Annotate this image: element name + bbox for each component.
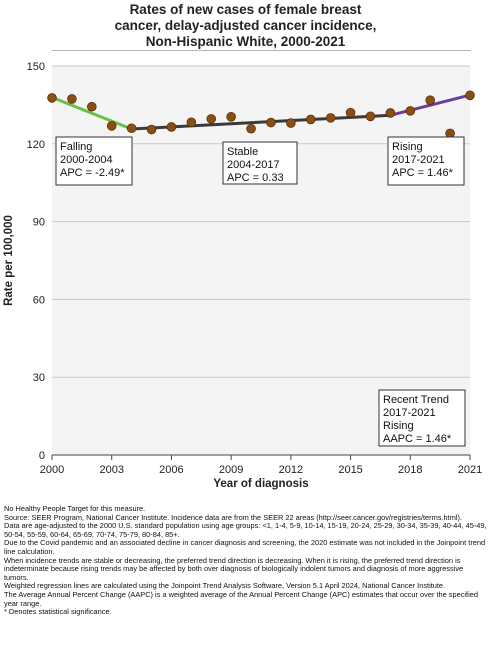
- data-point: [405, 106, 416, 116]
- annotation-box: [55, 136, 133, 186]
- footnote-line: No Healthy People Target for this measur…: [4, 504, 146, 513]
- x-tick-label: 2015: [338, 464, 362, 476]
- x-tick-label: 2000: [40, 464, 64, 476]
- data-point: [345, 107, 356, 118]
- annotation-text: Falling: [60, 141, 92, 153]
- y-tick-label: 90: [33, 217, 45, 229]
- x-axis-title: Year of diagnosis: [213, 478, 308, 490]
- annotation-text: 2000-2004: [60, 154, 113, 166]
- data-point: [67, 94, 77, 104]
- data-point: [106, 121, 117, 131]
- y-tick-label: 150: [27, 61, 45, 73]
- chart-title-line: Rates of new cases of female breast: [129, 2, 362, 17]
- data-point: [365, 111, 376, 122]
- footnote-line: Data are age-adjusted to the 2000 U.S. s…: [4, 521, 487, 539]
- x-tick-label: 2003: [99, 464, 123, 476]
- data-point: [126, 123, 137, 134]
- footnote-line: * Denotes statistical significance.: [4, 607, 112, 617]
- data-point: [385, 108, 396, 118]
- annotation-text: 2017-2021: [392, 154, 445, 166]
- data-point: [286, 118, 296, 128]
- annotation-text: 2017-2021: [383, 407, 436, 419]
- annotation-text: AAPC = 1.46*: [383, 433, 452, 445]
- annotation-text: Stable: [227, 146, 258, 158]
- data-point: [226, 112, 236, 122]
- chart-title-line: Non-Hispanic White, 2000-2021: [145, 34, 346, 49]
- footnote-line: Due to the Covid pandemic and an associa…: [4, 538, 486, 556]
- footnote-line: When incidence trends are stable or decr…: [4, 555, 464, 582]
- chart-title-line: cancer, delay-adjusted cancer incidence,: [114, 18, 377, 33]
- data-point: [166, 122, 177, 132]
- annotation-box: [378, 389, 466, 447]
- y-tick-label: 0: [39, 450, 45, 462]
- annotation-text: APC = 0.33: [227, 172, 284, 184]
- data-point: [186, 117, 197, 128]
- data-point: [246, 123, 256, 134]
- x-tick-label: 2021: [458, 464, 482, 476]
- title-divider: [52, 50, 471, 51]
- footnote-line: Weighted regression lines are calculated…: [4, 581, 446, 591]
- footnote-line: The Average Annual Percent Change (AAPC)…: [4, 589, 478, 608]
- y-tick-label: 60: [33, 294, 45, 306]
- chart-svg: 0 30 60 90 120 150 2000 2003 2006 2009 2012 2015 201…: [3, 61, 482, 490]
- x-tick-label: 2009: [219, 464, 243, 476]
- data-point: [206, 114, 217, 124]
- annotation-box: [387, 136, 465, 186]
- data-point: [146, 124, 157, 135]
- x-tick-label: 2006: [159, 464, 183, 476]
- x-tick-label: 2018: [398, 464, 422, 476]
- x-tick-label: 2012: [279, 464, 303, 476]
- y-tick-label: 120: [27, 139, 45, 151]
- trend-line-rising: [388, 93, 472, 117]
- footnotes: No Healthy People Target for this measur…: [4, 504, 488, 617]
- annotation-text: Rising: [392, 141, 423, 153]
- data-point: [465, 90, 475, 101]
- data-point: [266, 117, 276, 128]
- annotation-text: Recent Trend: [383, 394, 449, 406]
- annotation-text: APC = 1.46*: [392, 167, 454, 179]
- y-tick-label: 30: [33, 372, 45, 384]
- annotation-box: [222, 141, 298, 185]
- trend-line-falling: [50, 95, 134, 131]
- annotation-text: 2004-2017: [227, 159, 280, 171]
- annotation-text: APC = -2.49*: [60, 167, 125, 179]
- data-point: [47, 93, 57, 103]
- data-point: [425, 95, 435, 106]
- y-axis-title: Rate per 100,000: [3, 215, 15, 306]
- chart-title: Rates of new cases of female breast canc…: [0, 2, 491, 50]
- annotation-text: Rising: [383, 420, 414, 432]
- data-point: [87, 101, 97, 112]
- data-point: [325, 113, 336, 123]
- data-point: [305, 114, 316, 125]
- footnote-line: Source: SEER Program, National Cancer In…: [4, 512, 463, 522]
